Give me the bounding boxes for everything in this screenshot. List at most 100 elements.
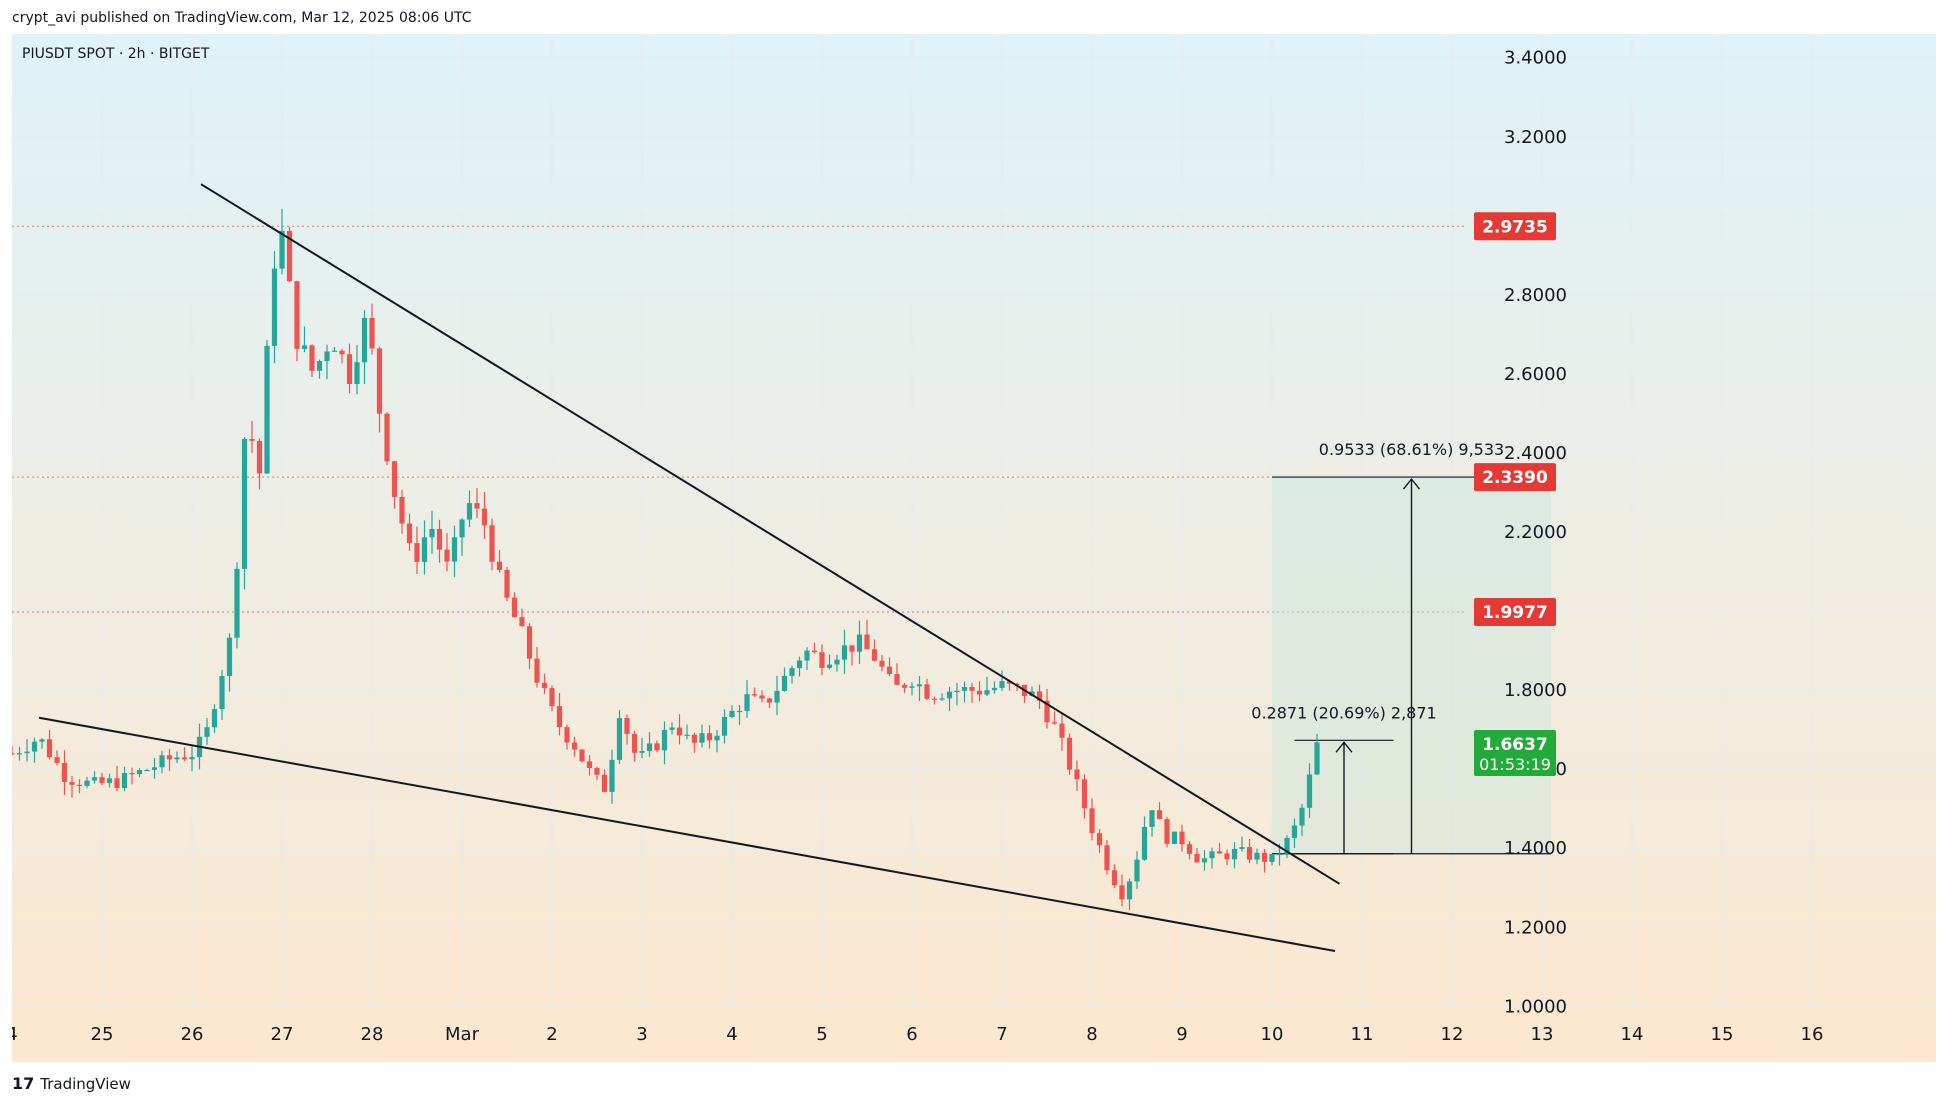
candle-body bbox=[781, 675, 788, 691]
candle-body bbox=[99, 777, 105, 783]
candle-body bbox=[54, 757, 60, 763]
measure-tools[interactable]: 0.9533 (68.61%) 9,533 0.2871 (20.69%) 2,8… bbox=[1251, 440, 1551, 855]
candle-body bbox=[174, 757, 180, 760]
candle-body bbox=[556, 706, 563, 728]
candle-body bbox=[691, 734, 698, 743]
y-tick-label: 1.0000 bbox=[1504, 996, 1567, 1017]
candle-body bbox=[1059, 723, 1065, 738]
candle-body bbox=[1096, 833, 1103, 846]
tradingview-brand-text: TradingView bbox=[40, 1074, 131, 1093]
candle-body bbox=[894, 674, 900, 685]
candle-body bbox=[466, 503, 473, 520]
measure-label: 0.2871 (20.69%) 2,871 bbox=[1251, 703, 1436, 722]
candle-body bbox=[1179, 831, 1185, 845]
candle-body bbox=[744, 694, 750, 711]
candle-body bbox=[946, 691, 953, 699]
x-tick-label: 3 bbox=[636, 1024, 647, 1045]
candle-body bbox=[991, 687, 998, 691]
candle-body bbox=[84, 780, 90, 786]
y-tick-label: 1.8000 bbox=[1504, 680, 1567, 701]
candle-body bbox=[436, 528, 443, 550]
candle-body bbox=[189, 757, 195, 760]
candle-body bbox=[376, 348, 383, 414]
candle-body bbox=[901, 684, 908, 688]
candle-body bbox=[1261, 852, 1268, 862]
candle-body bbox=[429, 528, 435, 538]
candle-body bbox=[286, 230, 293, 282]
x-tick-label: 5 bbox=[816, 1024, 827, 1045]
candle-body bbox=[361, 318, 368, 363]
candle-body bbox=[24, 751, 30, 754]
candle-body bbox=[264, 345, 270, 474]
price-label-bg bbox=[1474, 212, 1556, 241]
candle-body bbox=[961, 687, 968, 691]
candle-body bbox=[16, 753, 23, 755]
candle-body bbox=[1006, 681, 1013, 684]
y-tick-label: 2.6000 bbox=[1504, 364, 1567, 385]
candle-body bbox=[331, 350, 338, 352]
candle-body bbox=[474, 503, 480, 509]
trendlines[interactable] bbox=[38, 183, 1341, 952]
candle-body bbox=[406, 523, 413, 544]
candle-body bbox=[399, 496, 405, 524]
candle-body bbox=[751, 694, 758, 696]
candle-body bbox=[1081, 779, 1088, 809]
candle-body bbox=[819, 652, 825, 668]
y-tick-label: 2.4000 bbox=[1504, 443, 1567, 464]
candle-body bbox=[496, 561, 503, 570]
candle-body bbox=[1119, 885, 1125, 900]
candle-body bbox=[909, 686, 915, 688]
candle-body bbox=[579, 749, 585, 762]
trendline-upper bbox=[200, 183, 1341, 885]
candle-body bbox=[916, 684, 923, 687]
candle-body bbox=[1246, 847, 1253, 860]
candle-body bbox=[391, 461, 398, 497]
candle-body bbox=[759, 695, 765, 699]
candle-body bbox=[324, 351, 330, 362]
candle-body bbox=[451, 537, 458, 562]
candle-body bbox=[339, 350, 345, 355]
candle-body bbox=[684, 734, 690, 736]
candle-body bbox=[46, 739, 53, 758]
candle-body bbox=[136, 770, 143, 775]
candle-body bbox=[459, 519, 465, 538]
candle-body bbox=[1299, 807, 1305, 826]
price-chart[interactable]: 0.9533 (68.61%) 9,533 0.2871 (20.69%) 2,8… bbox=[12, 34, 1936, 1062]
candle-body bbox=[39, 739, 45, 742]
candle-body bbox=[256, 440, 263, 474]
candle-body bbox=[826, 664, 833, 668]
candle-body bbox=[181, 757, 188, 760]
candle-body bbox=[129, 773, 135, 775]
candle-body bbox=[316, 361, 323, 371]
y-tick-label: 2.8000 bbox=[1504, 285, 1567, 306]
tradingview-logo[interactable]: 17 TradingView bbox=[12, 1074, 131, 1093]
candle-body bbox=[384, 413, 390, 462]
candle-body bbox=[414, 543, 420, 562]
candle-body bbox=[159, 755, 165, 768]
candle-body bbox=[1216, 851, 1223, 854]
candle-body bbox=[504, 569, 510, 598]
tradingview-logo-icon: 17 bbox=[12, 1074, 35, 1093]
candle-body bbox=[939, 698, 945, 700]
measure-arrow-head bbox=[1335, 741, 1353, 753]
candle-body bbox=[1014, 683, 1020, 685]
x-tick-label: 4 bbox=[726, 1024, 737, 1045]
candle-body bbox=[774, 690, 780, 703]
candle-body bbox=[1231, 848, 1238, 860]
candle-body bbox=[1291, 825, 1298, 838]
candle-body bbox=[1201, 858, 1208, 863]
chart-area[interactable]: 0.9533 (68.61%) 9,533 0.2871 (20.69%) 2,8… bbox=[12, 34, 1936, 1062]
candle-body bbox=[624, 718, 630, 734]
candle-body bbox=[61, 762, 68, 782]
candle-body bbox=[879, 660, 885, 667]
candles bbox=[12, 208, 1320, 911]
candle-body bbox=[106, 778, 113, 783]
candle-body bbox=[219, 676, 225, 710]
candle-body bbox=[886, 666, 893, 675]
x-tick-label: 12 bbox=[1441, 1024, 1464, 1045]
x-tick-label: 25 bbox=[91, 1024, 114, 1045]
candle-body bbox=[1239, 847, 1245, 849]
candle-body bbox=[1111, 870, 1118, 886]
candle-body bbox=[954, 690, 960, 693]
